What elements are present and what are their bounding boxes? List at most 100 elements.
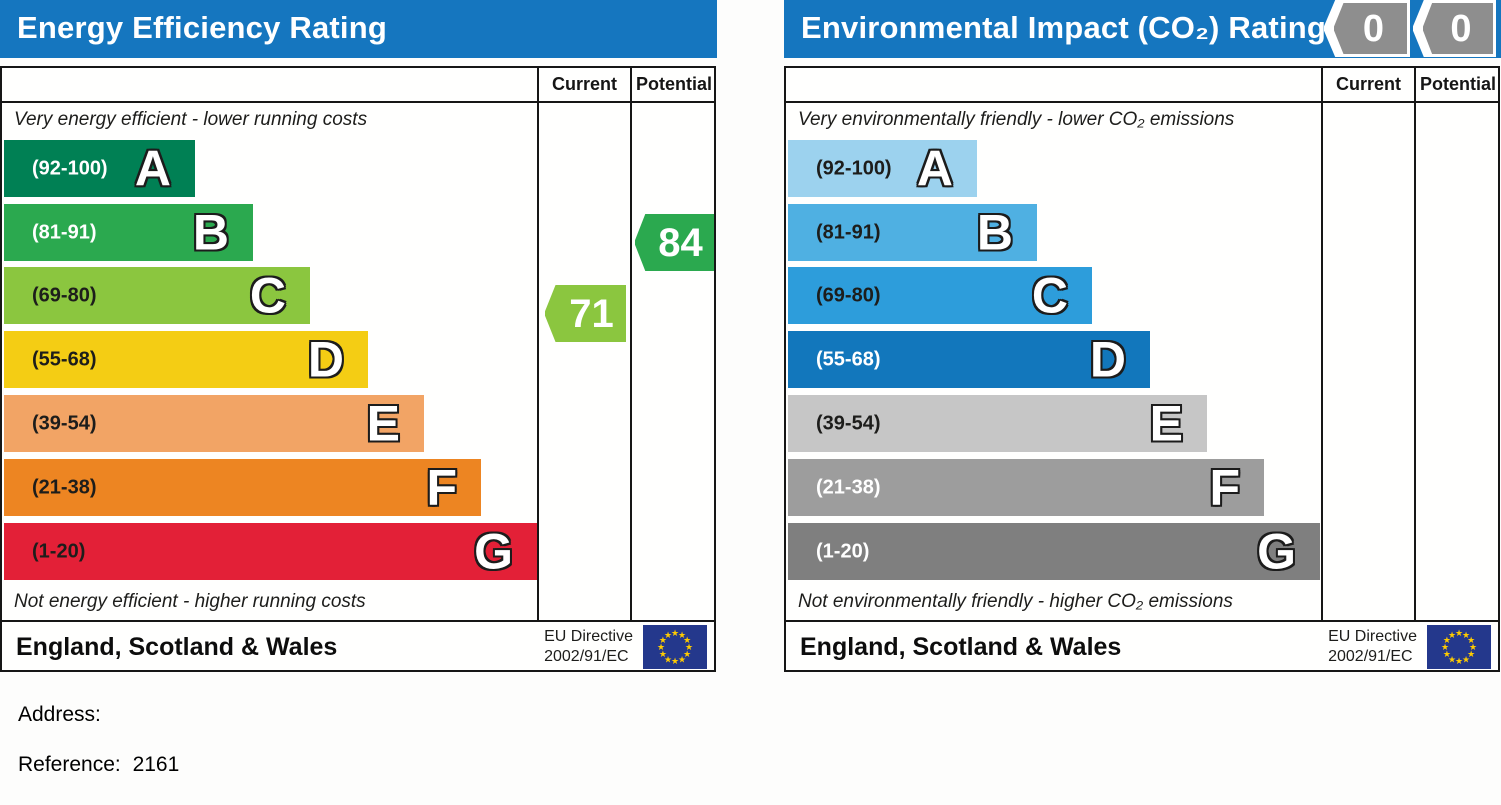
energy-title-bar: Energy Efficiency Rating [0,0,717,58]
current-rating-value: 71 [569,291,614,336]
band-c-range: (69-80) [816,284,881,306]
band-b: (81-91) B [4,204,253,261]
svg-text:★: ★ [683,650,691,660]
band-e: (39-54) E [4,395,424,452]
band-a-letter: A [134,140,171,196]
svg-text:★: ★ [1448,655,1456,665]
band-c-letter: C [249,267,286,323]
band-e-range: (39-54) [32,412,97,434]
svg-text:★: ★ [1455,629,1463,639]
band-g-range: (1-20) [816,540,870,562]
co2-current-value: 0 [1362,7,1385,50]
eu-directive-label: EU Directive 2002/91/EC [544,628,633,665]
svg-text:★: ★ [1443,650,1451,660]
band-g: (1-20) G [4,523,537,580]
band-b: (81-91) B [788,204,1037,261]
band-c-letter: C [1031,267,1068,323]
band-d-letter: D [1089,331,1126,387]
band-g-range: (1-20) [32,540,86,562]
band-a-range: (92-100) [816,157,892,179]
svg-text:★: ★ [1469,643,1477,653]
svg-text:★: ★ [1462,631,1470,641]
band-g-letter: G [1257,523,1296,579]
svg-text:★: ★ [659,650,667,660]
eu-directive-label: EU Directive 2002/91/EC [1328,628,1417,665]
band-a: (92-100) A [4,140,195,197]
svg-text:★: ★ [685,643,693,653]
band-c-range: (69-80) [32,284,97,306]
energy-chart-title: Energy Efficiency Rating [17,9,388,45]
svg-text:★: ★ [1462,655,1470,665]
potential-rating-arrow: 84 [635,214,714,271]
band-e: (39-54) E [788,395,1207,452]
current-column-divider [1321,68,1323,620]
address-label: Address: [18,703,101,726]
band-b-range: (81-91) [32,221,97,243]
band-f: (21-38) F [4,459,481,516]
energy-rating-table: Current Potential Very energy efficient … [0,66,716,672]
band-d: (55-68) D [788,331,1150,388]
svg-text:★: ★ [657,643,665,653]
potential-column-divider [1414,68,1416,620]
svg-text:★: ★ [659,636,667,646]
band-f-range: (21-38) [816,476,881,498]
current-column-divider [537,68,539,620]
band-a: (92-100) A [788,140,977,197]
svg-text:★: ★ [683,636,691,646]
potential-column-divider [630,68,632,620]
svg-text:★: ★ [1455,657,1463,667]
top-note: Very environmentally friendly - lower CO… [798,109,1235,130]
co2-current-arrow: 0 [1324,0,1410,57]
column-header-row: Current Potential [2,68,714,103]
co2-rating-table: Current Potential Very environmentally f… [784,66,1500,672]
svg-text:★: ★ [664,631,672,641]
band-b-letter: B [976,204,1013,260]
column-header-row: Current Potential [786,68,1498,103]
band-g: (1-20) G [788,523,1320,580]
band-d: (55-68) D [4,331,368,388]
region-label: England, Scotland & Wales [800,632,1122,661]
potential-rating-value: 84 [658,220,703,265]
potential-column-header: Potential [635,74,712,94]
co2-chart-title: Environmental Impact (CO₂) Rating [801,9,1327,45]
chart-footer: England, Scotland & Wales EU Directive 2… [2,620,714,672]
top-note: Very energy efficient - lower running co… [14,109,368,130]
band-d-letter: D [307,331,344,387]
current-rating-arrow: 71 [545,285,626,342]
band-a-letter: A [916,140,953,196]
band-a-range: (92-100) [32,157,108,179]
svg-text:★: ★ [671,657,679,667]
svg-text:★: ★ [1441,643,1449,653]
svg-text:★: ★ [678,631,686,641]
current-column-header: Current [551,74,617,94]
reference-line: Reference: 2161 [18,753,179,777]
band-d-range: (55-68) [32,348,97,370]
band-f-range: (21-38) [32,476,97,498]
svg-text:★: ★ [664,655,672,665]
svg-text:★: ★ [1467,636,1475,646]
svg-text:★: ★ [1443,636,1451,646]
region-label: England, Scotland & Wales [16,632,338,661]
band-c: (69-80) C [788,267,1092,324]
eu-flag-icon: ★★★★★★★★★★★★ [643,625,707,669]
energy-efficiency-chart: Energy Efficiency Rating Current Potenti… [0,0,717,672]
band-b-letter: B [192,204,229,260]
band-c: (69-80) C [4,267,310,324]
co2-potential-arrow: 0 [1413,0,1496,57]
band-f-letter: F [426,459,457,515]
band-e-range: (39-54) [816,412,881,434]
band-e-letter: E [366,395,400,451]
band-f-letter: F [1209,459,1240,515]
svg-text:★: ★ [678,655,686,665]
chart-footer: England, Scotland & Wales EU Directive 2… [786,620,1498,672]
band-b-range: (81-91) [816,221,881,243]
bottom-note: Not environmentally friendly - higher CO… [798,591,1233,612]
environmental-impact-chart: Environmental Impact (CO₂) Rating 0 0 Cu… [784,0,1501,672]
potential-column-header: Potential [1419,74,1496,94]
svg-text:★: ★ [1467,650,1475,660]
current-column-header: Current [1335,74,1401,94]
svg-text:★: ★ [1448,631,1456,641]
band-e-letter: E [1149,395,1183,451]
svg-text:★: ★ [671,629,679,639]
